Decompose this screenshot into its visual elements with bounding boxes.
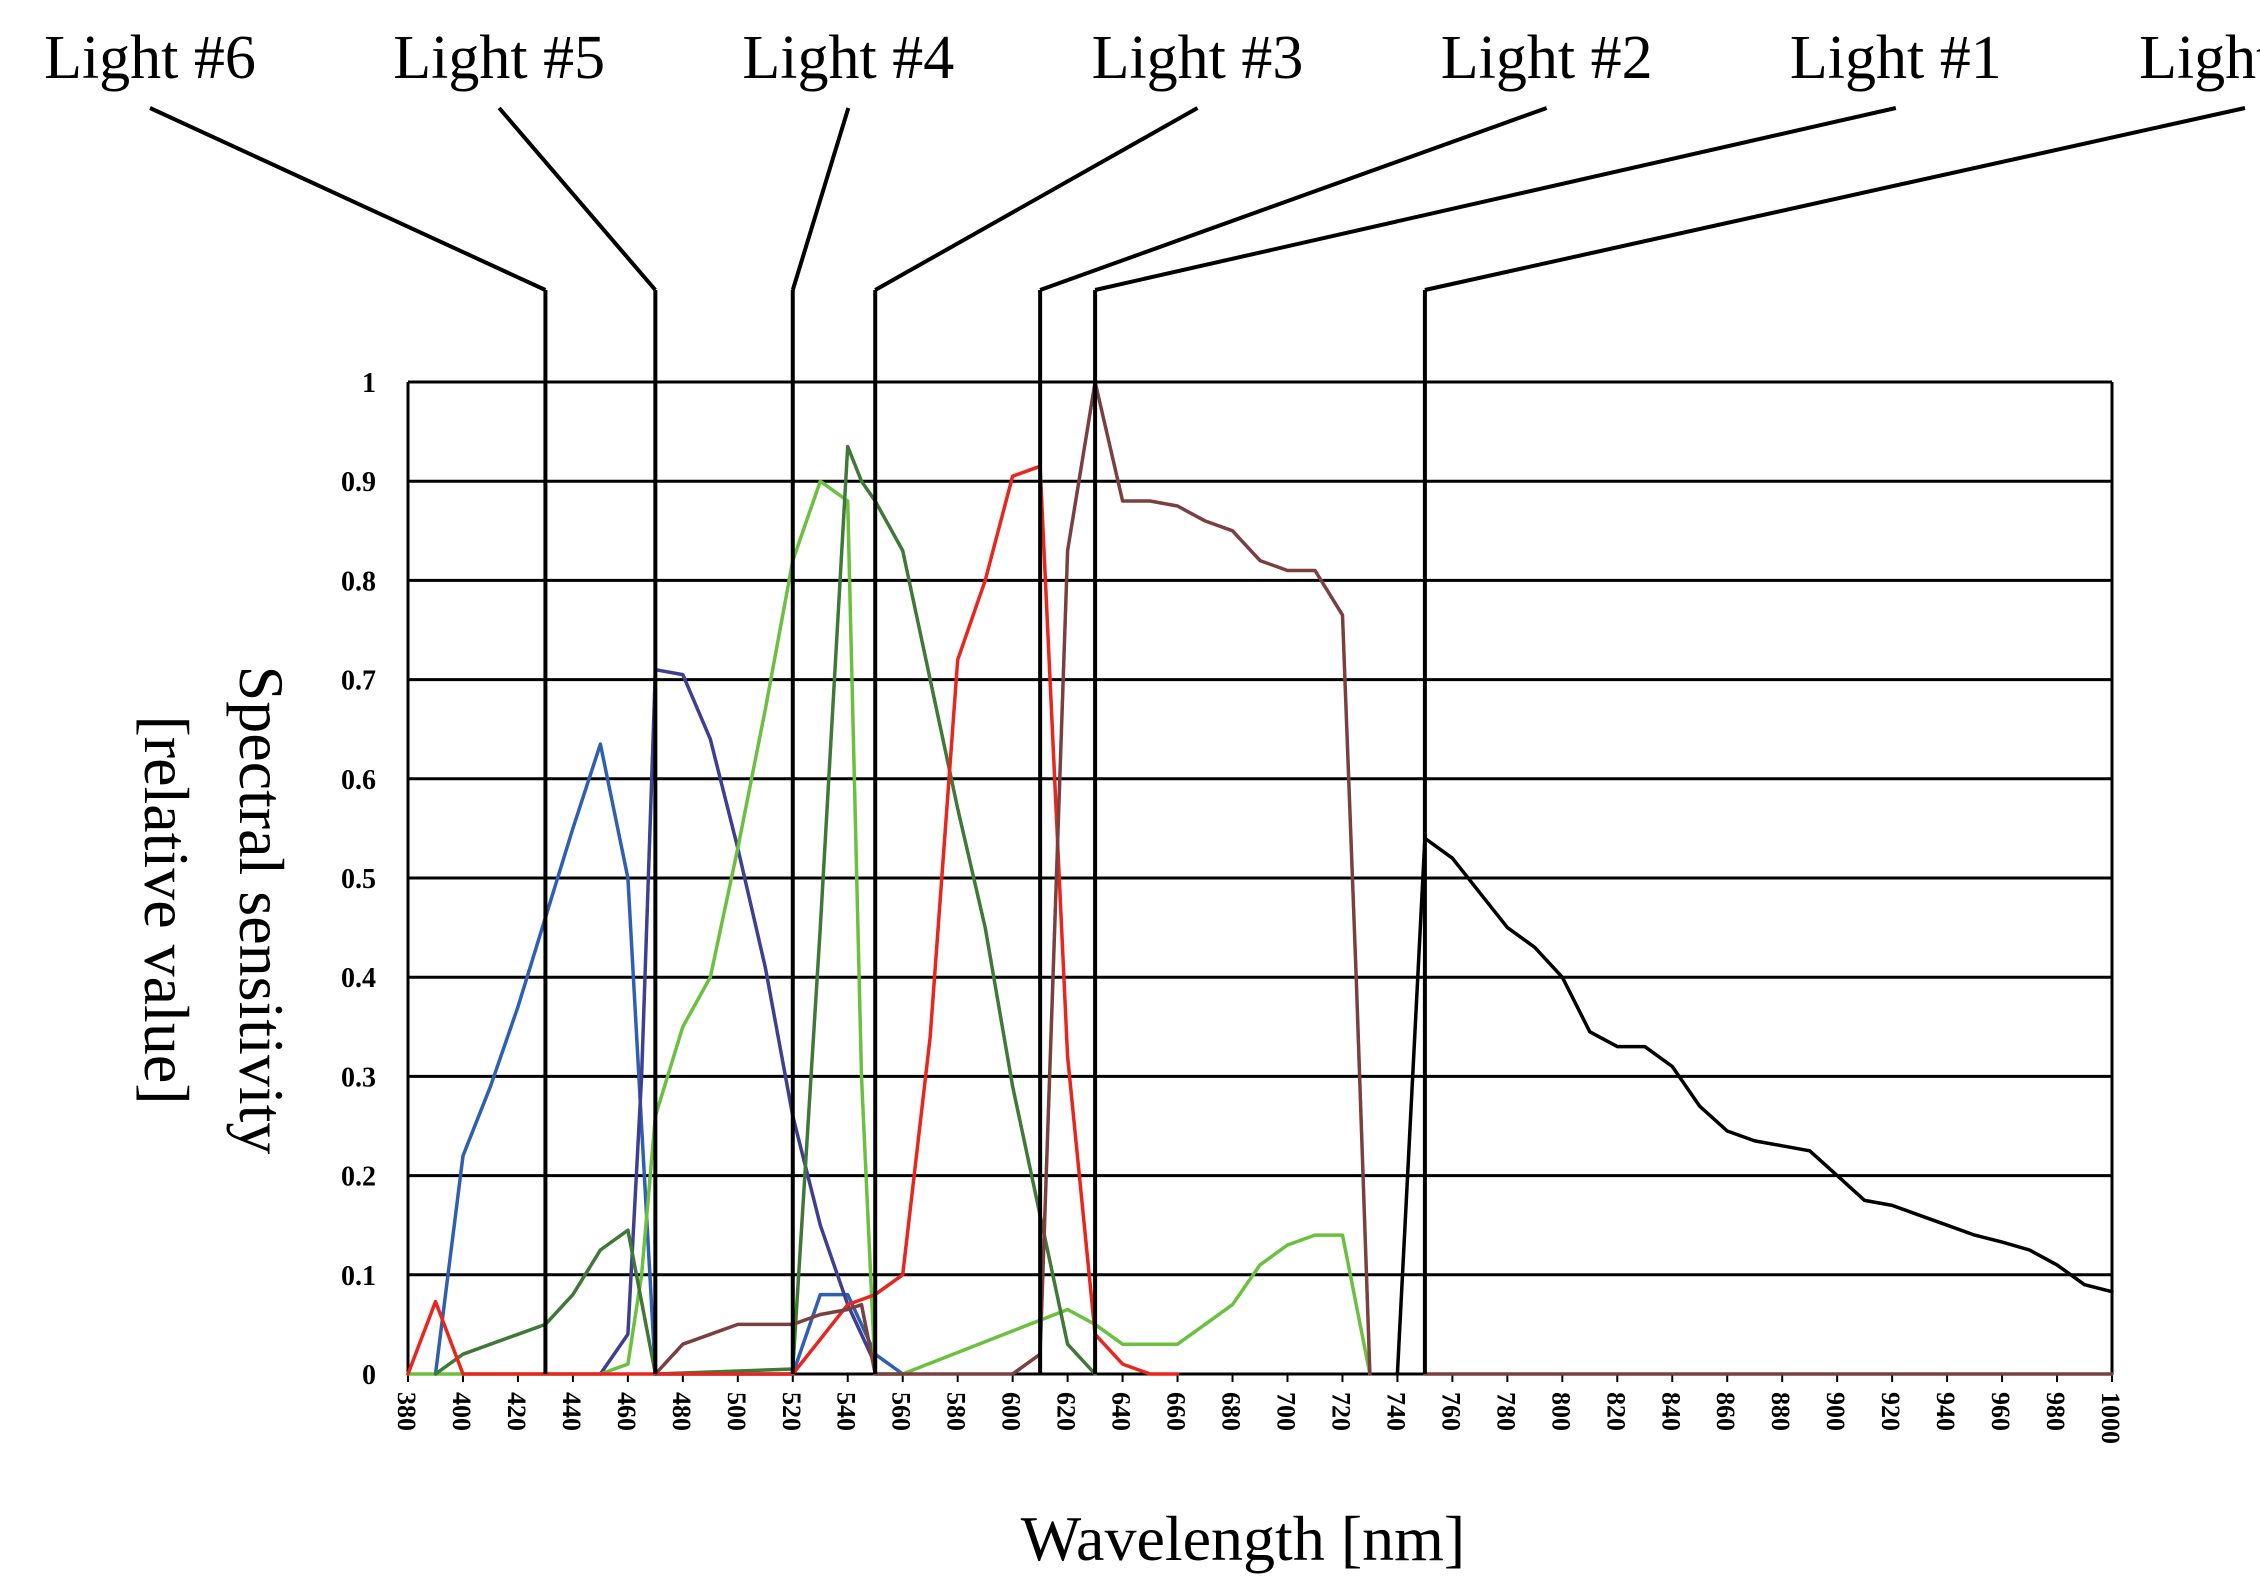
y-tick-label: 0.1 (341, 1261, 376, 1292)
x-tick-label: 620 (1052, 1392, 1081, 1431)
series-line-brown (653, 380, 1372, 1376)
series-layer (406, 380, 2114, 1376)
light-leader-line (874, 106, 1199, 292)
x-tick-label: 660 (1162, 1392, 1191, 1431)
grid-layer (406, 380, 2114, 1382)
x-tick-label: 580 (942, 1392, 971, 1431)
x-tick-label: 500 (722, 1392, 751, 1431)
y-tick-label: 0.6 (341, 765, 376, 796)
light-label: Light #2 (1441, 24, 1653, 92)
series-line-indigo (598, 667, 877, 1376)
x-tick-label: 800 (1546, 1392, 1575, 1431)
x-tick-label: 380 (392, 1392, 421, 1431)
x-tick-label: 900 (1821, 1392, 1850, 1431)
light-leader-line (1039, 106, 1548, 292)
x-tick-label: 940 (1931, 1392, 1960, 1431)
x-tick-label: 400 (447, 1392, 476, 1431)
x-tick-label: 460 (612, 1392, 641, 1431)
x-tick-label: 540 (832, 1392, 861, 1431)
light-label: Light #0 (2139, 24, 2260, 92)
x-tick-label: 760 (1436, 1392, 1465, 1431)
x-tick-label: 600 (997, 1392, 1026, 1431)
series-line-red (406, 464, 1180, 1376)
y-tick-label: 1 (362, 368, 376, 399)
x-axis-title: Wavelength [nm] (1021, 1503, 1465, 1574)
y-axis-title-line-2: [relative value] (131, 715, 202, 1104)
y-tick-label: 0.9 (341, 467, 376, 498)
x-tick-label: 700 (1271, 1392, 1300, 1431)
x-tick-label: 420 (502, 1392, 531, 1431)
series-line-black (1395, 836, 2114, 1376)
y-tick-label: 0.8 (341, 566, 376, 597)
x-tick-label: 560 (887, 1392, 916, 1431)
light-label: Light #5 (393, 24, 605, 92)
x-tick-label: 720 (1326, 1392, 1355, 1431)
x-tick-label: 820 (1601, 1392, 1630, 1431)
x-tick-label: 920 (1876, 1392, 1905, 1431)
light-label: Light #3 (1092, 24, 1304, 92)
y-axis-title: Spectral sensitivity [relative value] (131, 666, 297, 1155)
x-tick-label: 640 (1107, 1392, 1136, 1431)
light-label: Light #4 (742, 24, 954, 92)
y-tick-label: 0.7 (341, 666, 376, 697)
light-markers: Light #6 Light #5 Light #4 Light #3 Light #2… (44, 24, 2260, 1374)
x-tick-label: 840 (1656, 1392, 1685, 1431)
x-tick-label: 1000 (2096, 1392, 2125, 1444)
x-tick-label: 880 (1766, 1392, 1795, 1431)
y-tick-label: 0.5 (341, 864, 376, 895)
x-tick-label: 520 (777, 1392, 806, 1431)
series-line-blue (433, 742, 905, 1376)
x-tick-label: 740 (1381, 1392, 1410, 1431)
x-tick-label: 980 (2041, 1392, 2070, 1431)
x-tick-label: 440 (557, 1392, 586, 1431)
x-tick-label: 860 (1711, 1392, 1740, 1431)
light-label: Light #1 (1790, 24, 2002, 92)
light-leader-line (497, 106, 657, 292)
y-axis-title-line-1: Spectral sensitivity (226, 666, 297, 1155)
x-tick-label: 480 (667, 1392, 696, 1431)
series-line-light-green (406, 479, 1372, 1376)
tick-labels: 0 0.1 0.2 0.3 0.4 0.5 0.6 0.7 0.8 0.9 1 380 400 420 44… (341, 368, 2125, 1444)
y-tick-label: 0.4 (341, 963, 376, 994)
series-line-dark-green (433, 444, 1097, 1376)
x-tick-label: 780 (1491, 1392, 1520, 1431)
light-leader-line (1094, 106, 1897, 292)
y-tick-label: 0.2 (341, 1162, 376, 1193)
light-leader-line (1424, 106, 2246, 292)
light-leader-line (149, 106, 547, 292)
light-label: Light #6 (44, 24, 256, 92)
y-tick-label: 0.3 (341, 1062, 376, 1093)
x-tick-label: 680 (1217, 1392, 1246, 1431)
light-leader-line (790, 107, 851, 291)
x-tick-label: 960 (1986, 1392, 2015, 1431)
y-tick-label: 0 (362, 1360, 376, 1391)
